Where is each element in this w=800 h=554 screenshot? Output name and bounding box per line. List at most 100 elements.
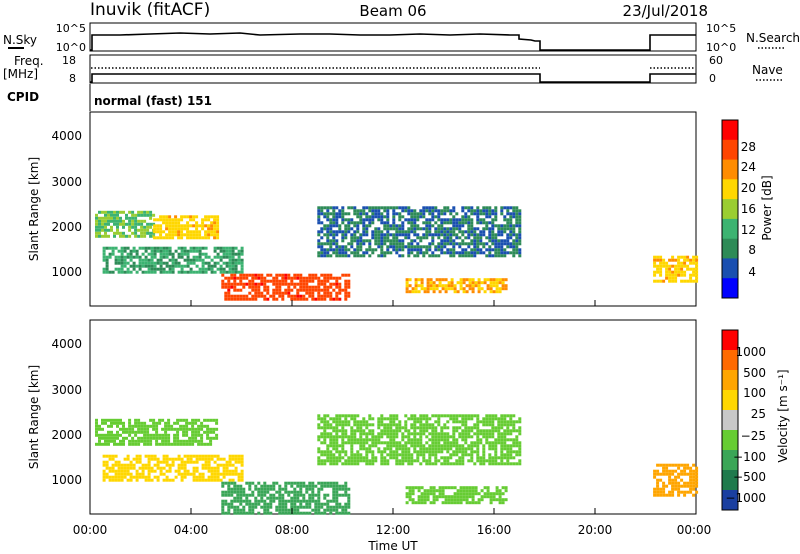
velocity-colorbar: 1000 500 100 25 −25 −100 −500 −1000 Velo… bbox=[721, 329, 790, 511]
velocity-cell-2-99 bbox=[257, 511, 261, 515]
power-cell-3-141 bbox=[287, 273, 291, 277]
velocity-cell-1-148 bbox=[177, 463, 181, 467]
power-cell-4-284 bbox=[386, 218, 390, 222]
velocity-cell-3-310 bbox=[392, 438, 396, 442]
power-cell-3-171 bbox=[299, 285, 303, 289]
velocity-cell-3-103 bbox=[341, 426, 345, 430]
power-cell-2-186 bbox=[186, 270, 190, 274]
velocity-cell-2-306 bbox=[335, 508, 339, 512]
velocity-cell-3-345 bbox=[401, 444, 405, 448]
velocity-cell-0-50 bbox=[116, 436, 119, 440]
velocity-cell-4-68 bbox=[450, 501, 454, 505]
velocity-cell-0-69 bbox=[128, 421, 132, 425]
power-cell-6-37 bbox=[668, 279, 672, 283]
power-cell-3-43 bbox=[239, 297, 243, 301]
velocity-cell-5-42 bbox=[668, 490, 672, 494]
power-cell-5-109 bbox=[495, 284, 499, 288]
power-cell-3-251 bbox=[335, 279, 339, 283]
power-cell-0-37 bbox=[107, 228, 110, 232]
velocity-cell-2-87 bbox=[254, 484, 258, 488]
power-cell-3-93 bbox=[263, 285, 267, 289]
power-cell-4-465 bbox=[431, 233, 435, 237]
velocity-cell-3-254 bbox=[380, 420, 384, 424]
power-cell-3-25 bbox=[233, 276, 237, 280]
velocity-cell-4-34 bbox=[426, 498, 430, 502]
power-cell-4-126 bbox=[347, 206, 351, 210]
power-cell-3-167 bbox=[299, 273, 303, 277]
power-cell-2-225 bbox=[207, 255, 211, 259]
velocity-cell-3-91 bbox=[338, 420, 342, 424]
velocity-cell-2-245 bbox=[314, 484, 318, 488]
velocity-cell-3-604 bbox=[464, 420, 468, 424]
velocity-cell-0-94 bbox=[137, 436, 141, 440]
power-cell-4-783 bbox=[509, 224, 513, 228]
power-cell-5-38 bbox=[435, 284, 439, 288]
power-cell-0-9 bbox=[98, 216, 101, 220]
velocity-cell-3-50 bbox=[329, 432, 333, 436]
power-cell-4-718 bbox=[494, 209, 498, 213]
power-cell-4-220 bbox=[371, 209, 375, 213]
power-cell-4-199 bbox=[365, 215, 369, 219]
power-cell-0-95 bbox=[134, 228, 138, 232]
velocity-cell-3-803 bbox=[512, 423, 516, 427]
velocity-cell-5-53 bbox=[674, 463, 678, 467]
power-cell-0-116 bbox=[143, 228, 147, 232]
velocity-cell-0-182 bbox=[179, 418, 183, 422]
velocity-cell-0-168 bbox=[173, 421, 177, 425]
power-cell-4-384 bbox=[410, 239, 414, 243]
power-cell-3-142 bbox=[287, 276, 291, 280]
velocity-cell-3-377 bbox=[410, 414, 414, 418]
velocity-cell-0-137 bbox=[155, 442, 159, 446]
power-cell-0-20 bbox=[101, 225, 104, 229]
velocity-cell-3-513 bbox=[440, 450, 444, 454]
velocity-cell-2-58 bbox=[242, 487, 246, 491]
velocity-cell-3-782 bbox=[506, 447, 510, 451]
power-cell-3-91 bbox=[263, 279, 267, 283]
velocity-cell-3-367 bbox=[407, 432, 411, 436]
velocity-cell-0-215 bbox=[191, 442, 195, 446]
velocity-cell-2-146 bbox=[278, 490, 282, 494]
power-cell-6-87 bbox=[692, 267, 696, 271]
velocity-cell-5-12 bbox=[656, 487, 660, 491]
velocity-cell-3-45 bbox=[326, 456, 330, 460]
velocity-cell-0-203 bbox=[188, 427, 192, 431]
power-cell-1-18 bbox=[162, 218, 166, 222]
power-cell-4-451 bbox=[428, 224, 432, 228]
velocity-cell-2-33 bbox=[233, 487, 237, 491]
velocity-cell-3-621 bbox=[467, 444, 471, 448]
velocity-colorbar-frame bbox=[721, 329, 739, 511]
velocity-cell-3-350 bbox=[401, 459, 405, 463]
power-cell-4-566 bbox=[455, 236, 459, 240]
power-cell-4-581 bbox=[461, 215, 465, 219]
power-cell-4-516 bbox=[443, 239, 447, 243]
power-cell-4-586 bbox=[461, 233, 465, 237]
velocity-cell-3-811 bbox=[512, 462, 516, 466]
power-cell-4-241 bbox=[377, 206, 381, 210]
velocity-cell-5-45 bbox=[671, 469, 675, 473]
velocity-cell-3-684 bbox=[485, 420, 489, 424]
power-cell-1-121 bbox=[210, 230, 214, 234]
velocity-cell-2-207 bbox=[299, 487, 303, 491]
power-cell-4-700 bbox=[488, 245, 492, 249]
velocity-cell-0-79 bbox=[131, 436, 135, 440]
velocity-cell-3-229 bbox=[371, 441, 375, 445]
velocity-cell-1-1 bbox=[102, 460, 106, 464]
velocity-cell-0-165 bbox=[170, 424, 174, 428]
velocity-cell-1-245 bbox=[222, 472, 226, 476]
velocity-cell-0-8 bbox=[98, 427, 101, 431]
power-cell-4-532 bbox=[449, 209, 453, 213]
power-cell-4-725 bbox=[494, 239, 498, 243]
power-cell-0-39 bbox=[110, 210, 113, 214]
velocity-cell-0-208 bbox=[191, 421, 195, 425]
velocity-cell-2-153 bbox=[278, 511, 282, 515]
power-cell-5-50 bbox=[444, 290, 448, 294]
velocity-cell-3-470 bbox=[431, 435, 435, 439]
power-cell-4-768 bbox=[506, 218, 510, 222]
power-cell-2-111 bbox=[153, 261, 157, 265]
power-cell-0-77 bbox=[128, 216, 132, 220]
velocity-cell-3-75 bbox=[335, 420, 339, 424]
velocity-cell-3-679 bbox=[482, 456, 486, 460]
power-cell-4-360 bbox=[404, 236, 408, 240]
power-cell-2-248 bbox=[219, 264, 223, 268]
power-cell-2-114 bbox=[153, 270, 157, 274]
